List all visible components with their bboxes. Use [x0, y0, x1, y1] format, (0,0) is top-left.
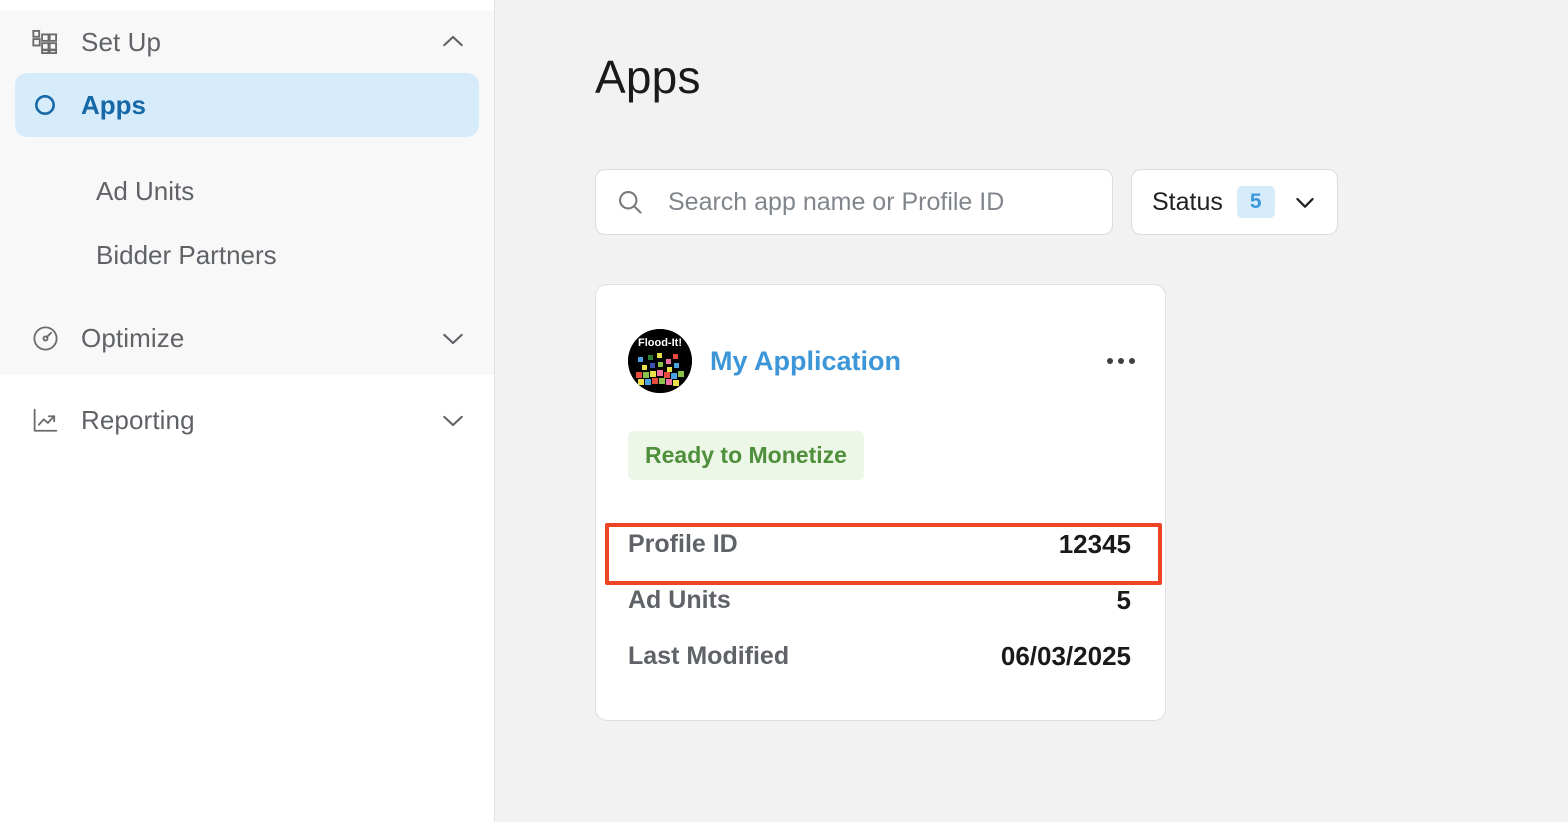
detail-key: Last Modified	[628, 641, 790, 670]
line-chart-icon	[30, 405, 60, 435]
speedometer-icon	[30, 323, 60, 353]
circle-icon	[30, 90, 60, 120]
search-box[interactable]	[595, 169, 1113, 235]
status-filter-count-badge: 5	[1236, 185, 1275, 219]
sidebar-group-reporting[interactable]: Reporting	[0, 389, 494, 451]
kebab-menu-icon[interactable]	[1099, 341, 1143, 381]
detail-key: Profile ID	[628, 529, 738, 558]
sidebar-group-optimize[interactable]: Optimize	[0, 307, 494, 369]
detail-value: 06/03/2025	[1000, 640, 1131, 671]
flood-it-app-icon: Flood-It!	[628, 329, 692, 393]
detail-row-profile-id: Profile ID 12345	[596, 516, 1165, 572]
main-content: Apps Status 5	[495, 0, 1568, 822]
app-card-header: Flood-It! My Application	[596, 285, 1165, 393]
page-title: Apps	[595, 51, 701, 103]
sidebar-item-label-apps: Apps	[81, 89, 146, 120]
blocks-grid-icon	[30, 27, 60, 57]
sidebar-item-bidder-partners[interactable]: Bidder Partners	[15, 223, 479, 287]
sidebar-item-apps[interactable]: Apps	[15, 73, 479, 137]
detail-row-last-modified: Last Modified 06/03/2025	[596, 628, 1165, 684]
app-name-link[interactable]: My Application	[710, 345, 902, 376]
chevron-up-icon[interactable]	[438, 27, 468, 57]
sidebar: Set Up Apps Ad Units	[0, 0, 495, 822]
status-filter-button[interactable]: Status 5	[1131, 169, 1338, 235]
chevron-down-icon[interactable]	[438, 405, 468, 435]
nav-spacer	[0, 287, 494, 307]
nav-spacer	[0, 369, 494, 389]
sidebar-group-set-up[interactable]: Set Up	[0, 11, 494, 73]
filter-toolbar: Status 5	[595, 169, 1568, 235]
sidebar-group-label-optimize: Optimize	[81, 322, 185, 353]
chevron-down-icon[interactable]	[1291, 188, 1319, 216]
sidebar-item-label-bidder-partners: Bidder Partners	[96, 239, 277, 270]
status-filter-label: Status	[1152, 187, 1223, 216]
app-card[interactable]: Flood-It! My Application Ready to Moneti…	[595, 284, 1166, 721]
detail-row-ad-units: Ad Units 5	[596, 572, 1165, 628]
sidebar-group-label-set-up: Set Up	[81, 26, 162, 57]
detail-value: 12345	[1058, 528, 1131, 559]
chevron-down-icon[interactable]	[438, 323, 468, 353]
sidebar-item-ad-units[interactable]: Ad Units	[15, 159, 479, 223]
detail-value: 5	[1116, 584, 1131, 615]
svg-text:Flood-It!: Flood-It!	[638, 337, 682, 349]
sidebar-group-label-reporting: Reporting	[81, 404, 195, 435]
sidebar-item-label-ad-units: Ad Units	[96, 175, 195, 206]
status-badge: Ready to Monetize	[628, 431, 864, 480]
app-detail-list: Profile ID 12345 Ad Units 5 Last Modifie…	[596, 516, 1165, 684]
detail-key: Ad Units	[628, 585, 731, 614]
search-icon	[616, 188, 644, 216]
nav-spacer	[0, 137, 494, 159]
sidebar-section-background	[0, 11, 494, 375]
search-input[interactable]	[668, 187, 1092, 217]
